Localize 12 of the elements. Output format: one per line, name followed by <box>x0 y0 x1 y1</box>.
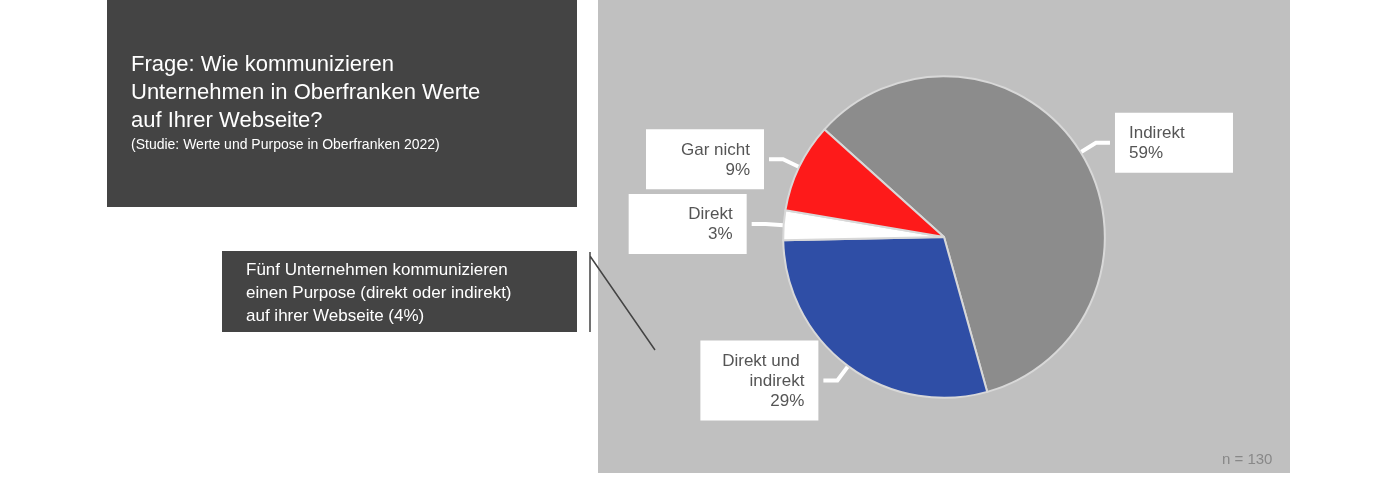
slice-label: Direkt und indirekt <box>722 351 805 391</box>
data-label: 3% <box>708 224 733 244</box>
slice-label: Direkt <box>688 204 733 224</box>
data-label: 9% <box>725 159 751 179</box>
text: n = 130 <box>1222 450 1273 467</box>
text: Frage: Wie kommunizieren Unternehmen in Oberfranken Werte auf Ihrer Webseite? <box>131 50 482 134</box>
text: Fünf Unternehmen kommunizieren einen Purpose (direkt oder indirekt) auf ihrer Webseite (4%) <box>222 251 577 332</box>
text: (Studie: Werte und Purpose in Oberfranken 2022) <box>131 136 441 152</box>
data-label: 29% <box>770 391 805 411</box>
slice-label: Gar nicht <box>681 139 751 159</box>
data-label: 59% <box>1128 143 1164 163</box>
slice-label: Indirekt <box>1128 123 1185 143</box>
